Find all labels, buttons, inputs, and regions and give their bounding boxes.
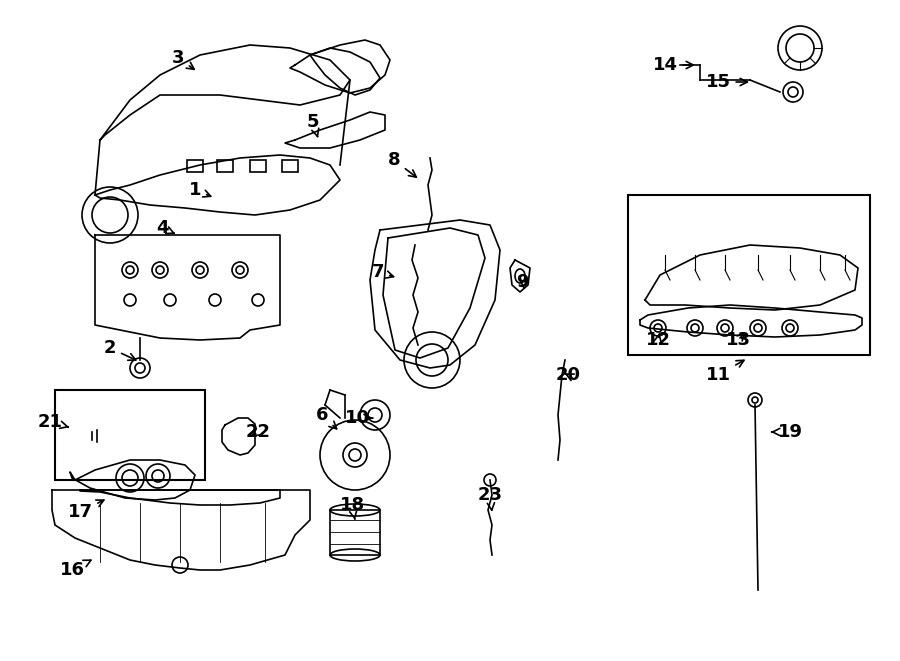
Text: 13: 13 — [725, 331, 751, 349]
Text: 12: 12 — [645, 331, 670, 349]
Text: 22: 22 — [246, 423, 271, 441]
Text: 8: 8 — [388, 151, 417, 177]
Text: 3: 3 — [172, 49, 194, 69]
Bar — [282, 160, 298, 172]
Text: 10: 10 — [345, 409, 373, 427]
Text: 20: 20 — [555, 366, 580, 384]
Text: 19: 19 — [772, 423, 803, 441]
Bar — [250, 160, 266, 172]
Text: 23: 23 — [478, 486, 502, 510]
Text: 2: 2 — [104, 339, 136, 360]
Text: 9: 9 — [516, 273, 528, 291]
Text: 11: 11 — [706, 360, 744, 384]
Text: 7: 7 — [372, 263, 393, 281]
Text: 21: 21 — [38, 413, 68, 431]
Text: 15: 15 — [706, 73, 747, 91]
Text: 4: 4 — [156, 219, 174, 237]
Text: 6: 6 — [316, 406, 337, 429]
Bar — [628, 195, 870, 355]
Text: 1: 1 — [189, 181, 211, 199]
Text: 14: 14 — [652, 56, 693, 74]
Text: 18: 18 — [339, 496, 365, 520]
Text: 17: 17 — [68, 500, 104, 521]
Bar — [55, 390, 205, 480]
Text: 5: 5 — [307, 113, 320, 137]
Bar — [217, 160, 233, 172]
Bar — [187, 160, 203, 172]
Text: 16: 16 — [59, 560, 91, 579]
